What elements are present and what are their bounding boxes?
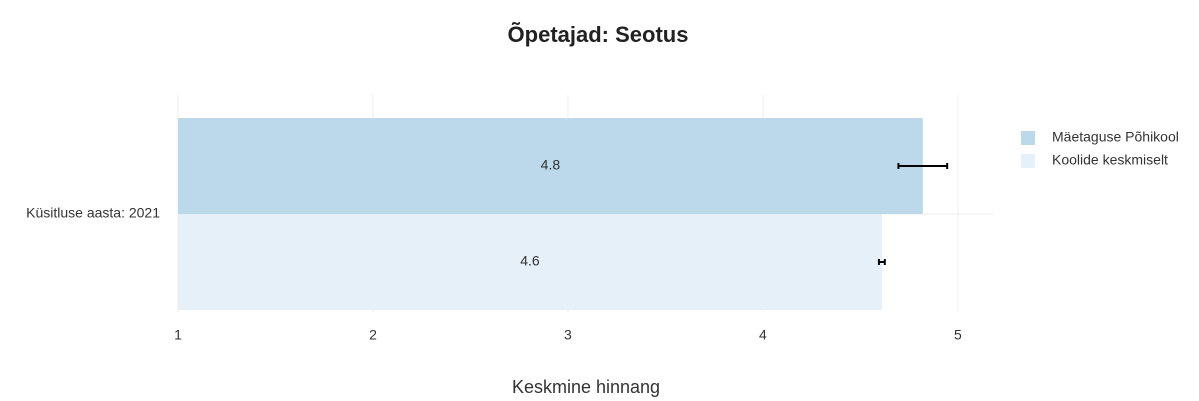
error-bar xyxy=(877,259,886,265)
bar xyxy=(178,214,882,310)
error-bar xyxy=(897,163,949,169)
x-tick-label: 1 xyxy=(174,327,182,343)
y-tick-label: Küsitluse aasta: 2021 xyxy=(26,205,160,221)
data-label: 4.8 xyxy=(541,157,561,173)
legend-swatch xyxy=(1021,154,1035,168)
data-label: 4.6 xyxy=(520,253,540,269)
x-axis-title: Keskmine hinnang xyxy=(512,377,660,397)
x-tick-label: 2 xyxy=(369,327,377,343)
legend-label: Koolide keskmiselt xyxy=(1052,152,1168,168)
x-tick-label: 5 xyxy=(954,327,962,343)
x-tick-label: 3 xyxy=(564,327,572,343)
bar xyxy=(178,118,923,214)
x-tick-label: 4 xyxy=(759,327,767,343)
chart-title: Õpetajad: Seotus xyxy=(508,22,689,47)
legend-label: Mäetaguse Põhikool xyxy=(1052,129,1179,145)
legend-swatch xyxy=(1021,131,1035,145)
